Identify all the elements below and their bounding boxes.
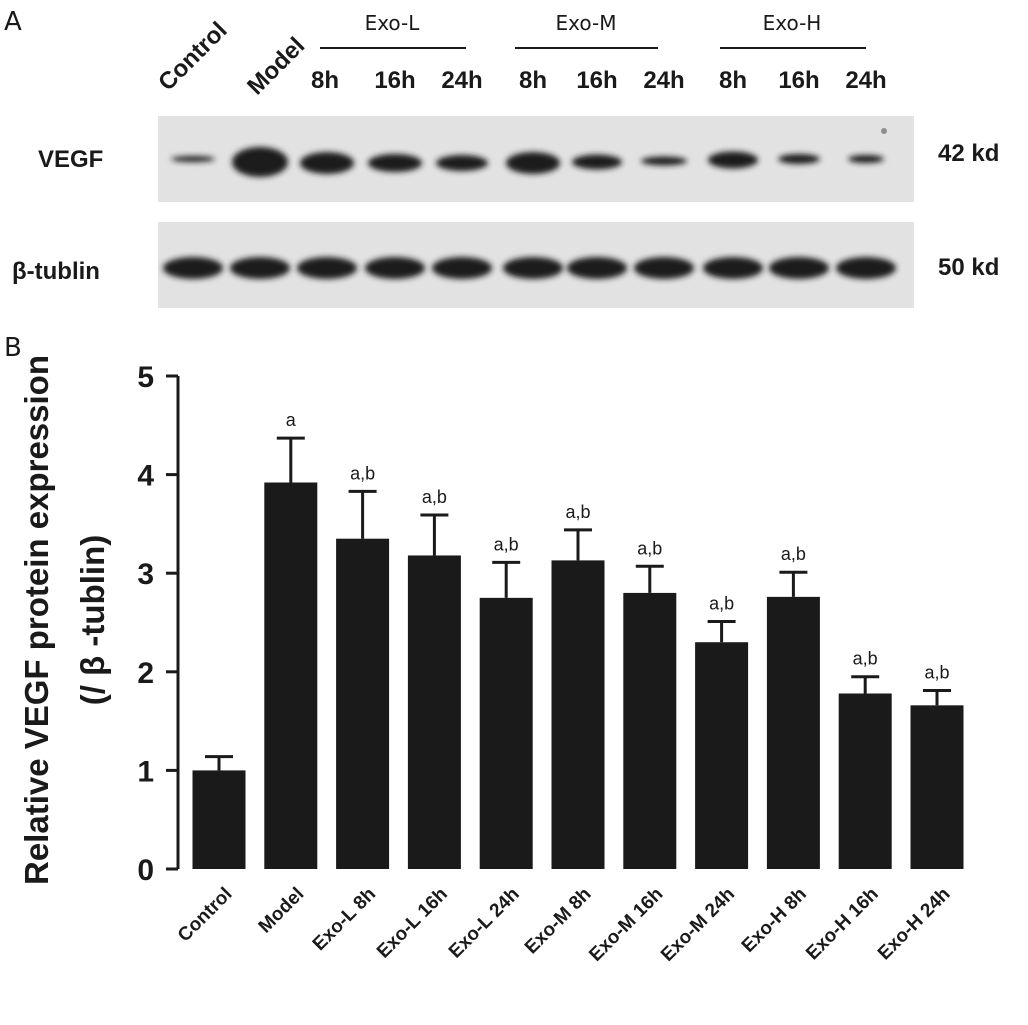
size-label-vegf: 42 kd bbox=[938, 140, 999, 167]
beta-tublin-band bbox=[297, 257, 357, 279]
vegf-band bbox=[506, 152, 560, 174]
significance-labels: a a,b a,b a,b a,b a,b a,b a,b a,b a,b bbox=[286, 410, 950, 682]
bar bbox=[336, 538, 390, 869]
x-tick-label: Exo-L 8h bbox=[309, 884, 380, 955]
western-blot-panel: A Control Model Exo-L Exo-M Exo-H 8h 16h… bbox=[4, 7, 999, 308]
beta-tublin-band bbox=[365, 257, 425, 279]
bar bbox=[838, 693, 892, 869]
y-tick-label: 2 bbox=[137, 657, 154, 690]
y-tick-label: 3 bbox=[137, 558, 154, 591]
y-tick-label: 0 bbox=[137, 854, 154, 887]
time-label-exo-m-8h: 8h bbox=[519, 67, 547, 94]
panel-b-letter: B bbox=[4, 333, 22, 363]
vegf-band bbox=[436, 155, 488, 171]
x-tick-label: Exo-M 16h bbox=[585, 884, 667, 966]
time-label-exo-h-24h: 24h bbox=[845, 67, 886, 94]
beta-tublin-band bbox=[163, 257, 223, 279]
group-label-exo-l: Exo-L bbox=[365, 11, 421, 35]
vegf-band-row bbox=[171, 147, 884, 177]
beta-tublin-band bbox=[567, 257, 627, 279]
bar bbox=[695, 642, 749, 869]
panel-a-letter: A bbox=[4, 7, 22, 37]
time-label-exo-m-24h: 24h bbox=[643, 67, 684, 94]
significance-label: a,b bbox=[350, 463, 375, 483]
beta-tublin-band bbox=[703, 257, 763, 279]
lane-label-model: Model bbox=[242, 32, 310, 100]
y-axis: 0 1 2 3 4 5 bbox=[137, 361, 180, 887]
time-label-exo-h-16h: 16h bbox=[778, 67, 819, 94]
x-tick-label: Model bbox=[255, 884, 309, 938]
bar-series bbox=[192, 482, 964, 869]
beta-tublin-band bbox=[769, 257, 829, 279]
beta-tublin-band bbox=[230, 257, 290, 279]
bar bbox=[910, 705, 964, 869]
time-label-exo-l-16h: 16h bbox=[374, 67, 415, 94]
bar bbox=[766, 596, 820, 869]
x-tick-label: Exo-M 8h bbox=[521, 884, 596, 959]
beta-tublin-band bbox=[836, 257, 896, 279]
bar bbox=[623, 592, 677, 869]
vegf-band bbox=[368, 154, 422, 172]
vegf-band bbox=[300, 152, 354, 174]
beta-tublin-band-row bbox=[163, 257, 896, 279]
y-axis-label-line1: Relative VEGF protein expression bbox=[18, 355, 55, 885]
y-axis-label-line2: (/ β -tublin) bbox=[74, 535, 111, 705]
beta-tublin-band bbox=[432, 257, 492, 279]
lane-label-control: Control bbox=[153, 17, 232, 96]
vegf-band bbox=[848, 155, 884, 163]
vegf-band bbox=[641, 156, 687, 166]
bar bbox=[192, 770, 246, 869]
group-label-exo-m: Exo-M bbox=[556, 11, 617, 35]
bar-chart-panel: B Relative VEGF protein expression (/ β … bbox=[4, 333, 964, 966]
y-tick-label: 5 bbox=[137, 361, 154, 394]
time-label-exo-h-8h: 8h bbox=[719, 67, 747, 94]
bar bbox=[479, 597, 533, 869]
y-tick-label: 1 bbox=[137, 755, 154, 788]
bar bbox=[264, 482, 318, 869]
vegf-band bbox=[778, 154, 820, 164]
time-label-exo-l-24h: 24h bbox=[441, 67, 482, 94]
significance-label: a,b bbox=[781, 544, 806, 564]
y-tick-label: 4 bbox=[137, 460, 154, 493]
significance-label: a,b bbox=[637, 538, 662, 558]
significance-label: a,b bbox=[565, 502, 590, 522]
x-tick-label: Exo-H 16h bbox=[802, 884, 883, 965]
vegf-band bbox=[232, 147, 288, 177]
blot-speck bbox=[881, 128, 887, 134]
row-label-vegf: VEGF bbox=[38, 146, 103, 173]
size-label-beta-tublin: 50 kd bbox=[938, 254, 999, 281]
x-tick-label: Exo-L 24h bbox=[445, 884, 524, 963]
group-label-exo-h: Exo-H bbox=[763, 11, 822, 35]
x-tick-label: Control bbox=[174, 884, 237, 947]
beta-tublin-band bbox=[503, 257, 563, 279]
significance-label: a bbox=[286, 410, 297, 430]
significance-label: a,b bbox=[924, 663, 949, 683]
x-tick-label: Exo-H 24h bbox=[874, 884, 955, 965]
bar bbox=[407, 555, 461, 869]
x-tick-label: Exo-M 24h bbox=[657, 884, 739, 966]
significance-label: a,b bbox=[422, 487, 447, 507]
vegf-band bbox=[708, 151, 758, 169]
row-label-beta-tublin: β-tublin bbox=[12, 258, 100, 285]
vegf-band bbox=[171, 156, 215, 162]
significance-label: a,b bbox=[709, 594, 734, 614]
significance-label: a,b bbox=[494, 534, 519, 554]
y-axis-label: Relative VEGF protein expression (/ β -t… bbox=[18, 355, 111, 885]
time-label-exo-m-16h: 16h bbox=[576, 67, 617, 94]
vegf-band bbox=[572, 154, 622, 170]
x-tick-label: Exo-H 8h bbox=[738, 884, 811, 957]
time-label-exo-l-8h: 8h bbox=[311, 67, 339, 94]
bar bbox=[551, 560, 605, 869]
significance-label: a,b bbox=[853, 649, 878, 669]
beta-tublin-band bbox=[634, 257, 694, 279]
error-bars bbox=[205, 436, 951, 771]
x-tick-label: Exo-L 16h bbox=[373, 884, 452, 963]
